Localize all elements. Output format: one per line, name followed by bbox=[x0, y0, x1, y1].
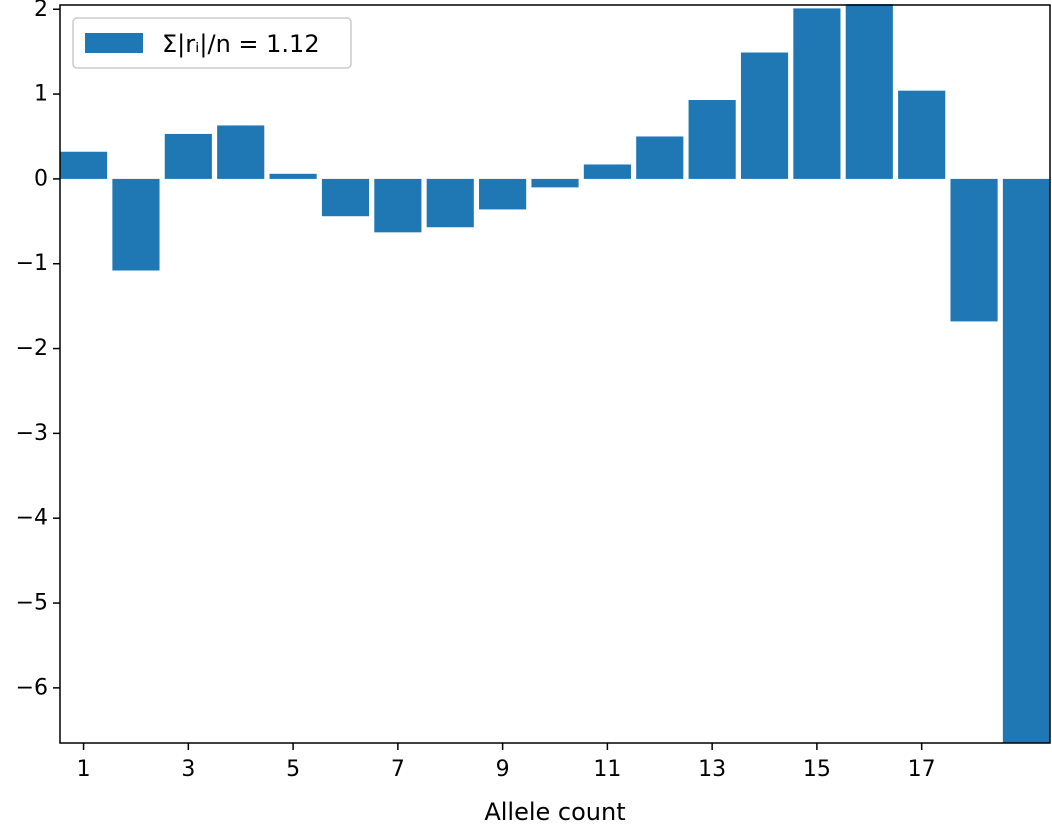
bar-8 bbox=[426, 178, 474, 228]
bar-15 bbox=[793, 8, 841, 179]
x-tick-label: 11 bbox=[593, 757, 621, 782]
y-axis-ticks: 2 1 0 −1 −2 −3 −4 −5 −6 bbox=[16, 0, 60, 700]
legend: Σ|rᵢ|/n = 1.12 bbox=[72, 17, 352, 69]
bar-6 bbox=[321, 178, 370, 217]
y-tick-label: −6 bbox=[16, 675, 48, 700]
bar-7 bbox=[374, 178, 422, 233]
x-tick-label: 5 bbox=[286, 757, 300, 782]
y-tick-label: −1 bbox=[16, 251, 48, 276]
bar-12 bbox=[636, 136, 684, 179]
x-tick-label: 15 bbox=[803, 757, 831, 782]
x-tick-label: 7 bbox=[391, 757, 405, 782]
y-tick-label: 1 bbox=[34, 82, 48, 107]
plot-frame bbox=[59, 4, 1051, 744]
x-tick-label: 17 bbox=[908, 757, 936, 782]
bar-9 bbox=[479, 178, 527, 210]
x-tick-label: 9 bbox=[496, 757, 510, 782]
bar-4 bbox=[217, 125, 265, 179]
bar-3 bbox=[164, 133, 212, 179]
x-tick-label: 13 bbox=[698, 757, 726, 782]
bar-19 bbox=[1002, 178, 1050, 743]
y-tick-label: 0 bbox=[34, 166, 48, 191]
x-axis-ticks: 1 3 5 7 9 11 13 15 17 bbox=[77, 743, 936, 782]
y-tick-label: −3 bbox=[16, 421, 48, 446]
bar-2 bbox=[112, 178, 160, 271]
legend-label: Σ|rᵢ|/n = 1.12 bbox=[162, 30, 320, 58]
bar-17 bbox=[898, 90, 946, 179]
bar-5 bbox=[269, 173, 317, 179]
bar-18 bbox=[950, 178, 998, 322]
bar-11 bbox=[583, 164, 631, 179]
x-tick-label: 3 bbox=[181, 757, 195, 782]
x-tick-label: 1 bbox=[77, 757, 91, 782]
bar-13 bbox=[688, 100, 736, 179]
bar-14 bbox=[740, 52, 789, 179]
bar-10 bbox=[531, 178, 579, 188]
legend-frame bbox=[72, 17, 352, 69]
y-tick-label: −4 bbox=[16, 506, 48, 531]
bars bbox=[60, 4, 1050, 743]
legend-swatch bbox=[85, 33, 143, 53]
y-tick-label: −2 bbox=[16, 336, 48, 361]
x-axis-label: Allele count bbox=[484, 798, 625, 826]
bar-16 bbox=[845, 4, 893, 179]
y-tick-label: −5 bbox=[16, 591, 48, 616]
bar-1 bbox=[60, 151, 108, 179]
y-tick-label: 2 bbox=[34, 0, 48, 22]
